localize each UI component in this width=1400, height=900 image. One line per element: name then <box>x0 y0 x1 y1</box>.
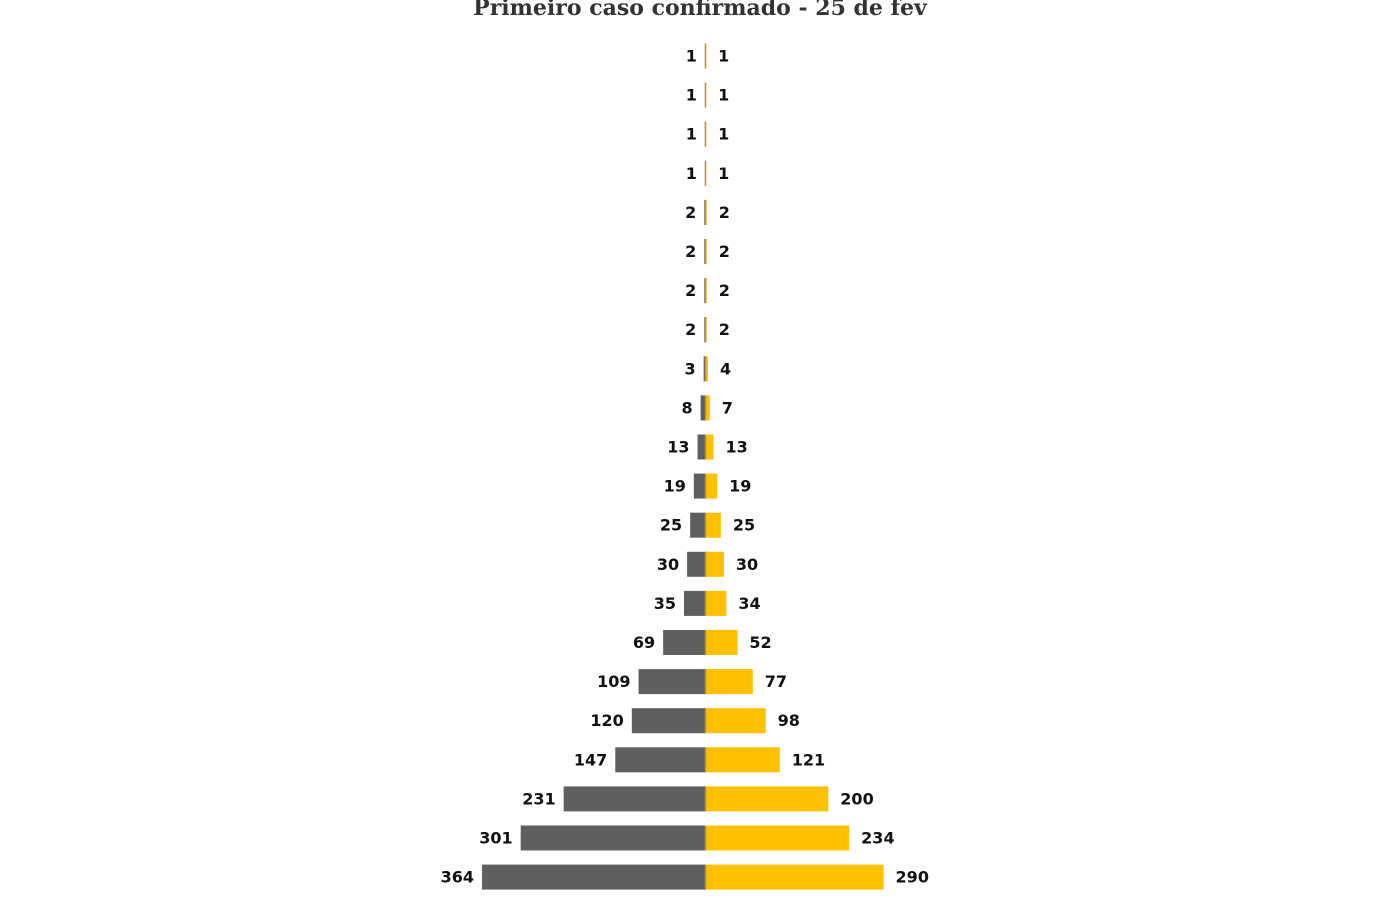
left-value-label: 1 <box>686 47 697 66</box>
left-series-bars <box>482 43 706 890</box>
left-bar <box>663 630 706 655</box>
left-value-label: 69 <box>633 633 655 652</box>
left-value-label: 109 <box>597 672 630 691</box>
left-bar <box>697 434 706 460</box>
right-value-label: 290 <box>896 868 929 887</box>
right-value-label: 4 <box>720 359 731 378</box>
right-series-bars <box>705 43 884 890</box>
left-value-label: 120 <box>590 711 623 730</box>
right-bar <box>705 434 714 460</box>
right-value-label: 234 <box>861 829 894 848</box>
right-bar <box>705 747 780 773</box>
left-bar <box>615 747 706 773</box>
left-value-label: 19 <box>664 477 686 496</box>
right-value-label: 121 <box>792 750 825 769</box>
left-value-label: 1 <box>686 86 697 105</box>
right-value-label: 2 <box>719 281 730 300</box>
right-bar <box>705 864 884 890</box>
left-value-label: 2 <box>685 203 696 222</box>
right-bar <box>705 669 753 695</box>
left-value-label: 1 <box>686 125 697 144</box>
left-bar <box>638 669 706 695</box>
right-value-label: 7 <box>722 398 733 417</box>
right-value-label: 1 <box>718 125 729 144</box>
right-value-label: 25 <box>733 516 755 535</box>
right-value-label: 52 <box>749 633 771 652</box>
left-bar <box>690 512 706 538</box>
chart-title: Primeiro caso confirmado - 25 de fev <box>473 0 927 21</box>
left-value-label: 2 <box>685 320 696 339</box>
left-value-label: 2 <box>685 281 696 300</box>
left-value-label: 364 <box>441 868 474 887</box>
left-value-label: 147 <box>574 750 607 769</box>
right-value-label: 2 <box>719 242 730 261</box>
right-value-label: 2 <box>719 203 730 222</box>
right-value-label: 34 <box>738 594 760 613</box>
left-bar <box>520 825 706 851</box>
left-bar <box>563 786 706 812</box>
left-value-label: 1 <box>686 164 697 183</box>
right-value-label: 1 <box>718 164 729 183</box>
left-value-label: 231 <box>522 789 555 808</box>
right-value-label: 77 <box>765 672 787 691</box>
right-bar <box>705 395 710 421</box>
left-value-label: 2 <box>685 242 696 261</box>
right-bar <box>705 512 721 538</box>
right-value-label: 2 <box>719 320 730 339</box>
left-bar <box>684 590 706 616</box>
right-bar <box>705 590 727 616</box>
left-bar <box>703 356 706 382</box>
right-series-labels: 1 1 1 1 2 2 2 2 4 7 13 19 25 30 34 52 77 98 121 200 234 290 <box>718 47 929 887</box>
right-value-label: 13 <box>725 438 747 457</box>
left-bar <box>687 551 706 577</box>
left-value-label: 13 <box>667 438 689 457</box>
right-value-label: 1 <box>718 86 729 105</box>
left-bar <box>631 708 706 734</box>
right-bar <box>705 708 766 734</box>
right-value-label: 98 <box>778 711 800 730</box>
left-value-label: 25 <box>660 516 682 535</box>
right-value-label: 30 <box>736 555 758 574</box>
right-bar <box>705 786 829 812</box>
left-value-label: 8 <box>681 398 692 417</box>
right-bar <box>705 630 738 655</box>
right-bar <box>705 473 718 499</box>
left-bar <box>693 473 706 499</box>
right-value-label: 1 <box>718 47 729 66</box>
left-value-label: 3 <box>685 359 696 378</box>
right-bar <box>705 825 850 851</box>
right-value-label: 200 <box>840 789 873 808</box>
left-value-label: 30 <box>657 555 679 574</box>
left-bar <box>482 864 706 890</box>
right-value-label: 19 <box>729 477 751 496</box>
right-bar <box>705 551 724 577</box>
right-bar <box>705 356 708 382</box>
left-value-label: 35 <box>654 594 676 613</box>
left-bar <box>700 395 706 421</box>
left-value-label: 301 <box>479 829 512 848</box>
left-series-labels: 1 1 1 1 2 2 2 2 3 8 13 19 25 30 35 69 109 120 147 231 301 364 <box>441 47 697 887</box>
